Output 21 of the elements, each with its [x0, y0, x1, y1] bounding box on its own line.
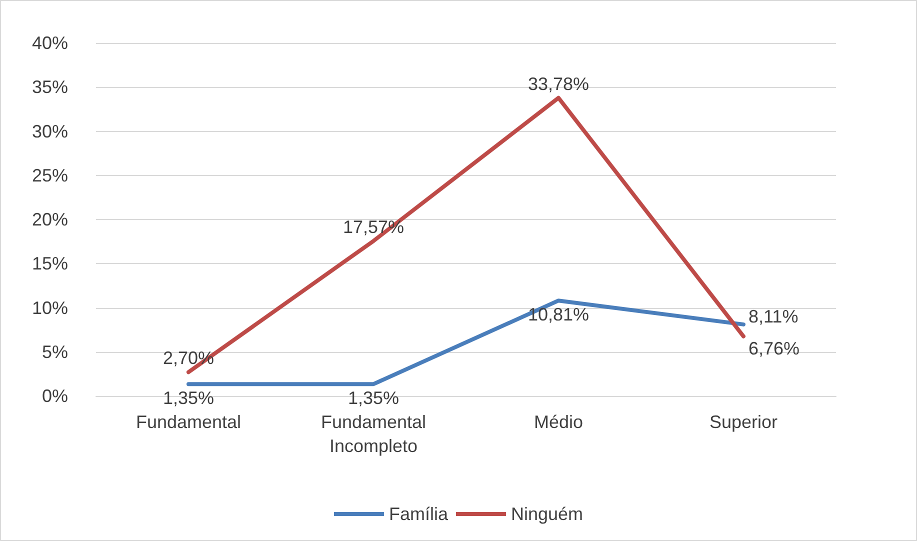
y-tick-label: 5% — [42, 342, 68, 362]
data-label: 33,78% — [528, 74, 590, 94]
y-tick-label: 25% — [32, 165, 68, 186]
data-label: 1,35% — [348, 388, 400, 408]
y-tick-label: 35% — [32, 77, 68, 98]
y-tick-label: 0% — [42, 386, 68, 406]
data-label: 1,35% — [162, 388, 214, 408]
legend-label: Família — [388, 504, 449, 524]
y-tick-label: 15% — [32, 254, 68, 274]
legend-label: Ninguém — [510, 504, 584, 524]
y-tick-label: 40% — [32, 33, 68, 53]
y-tick-label: 10% — [32, 298, 68, 318]
data-label: 6,76% — [748, 338, 800, 358]
x-tick-label: Fundamental — [136, 412, 242, 432]
data-label: 10,81% — [528, 304, 590, 325]
x-tick-label: Médio — [534, 412, 584, 432]
x-tick-label: Superior — [709, 412, 778, 432]
y-tick-label: 20% — [32, 210, 68, 230]
x-tick-label: Fundamental Incompleto — [320, 412, 426, 456]
data-label: 8,11% — [748, 306, 798, 326]
y-tick-label: 30% — [32, 121, 68, 142]
